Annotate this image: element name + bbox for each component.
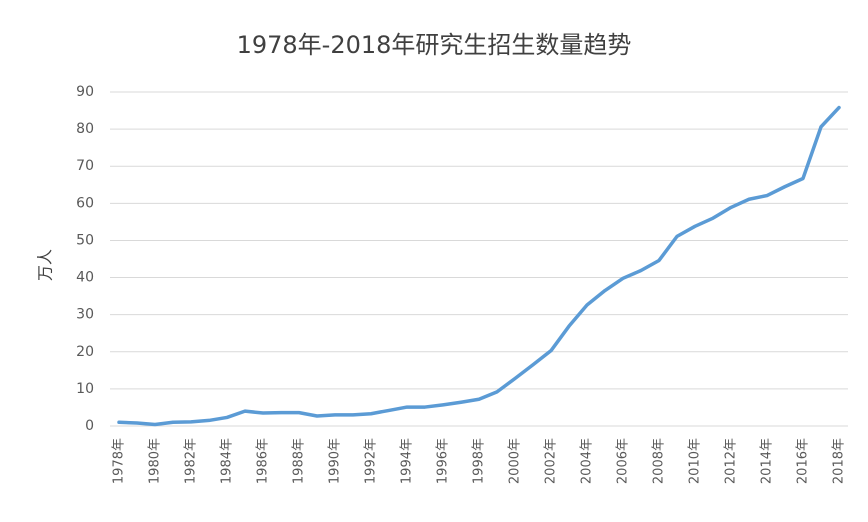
x-tick-label: 1982年	[184, 438, 199, 484]
x-tick-label: 2018年	[832, 438, 847, 484]
x-tick-label: 2012年	[724, 438, 739, 484]
x-tick-label: 1998年	[472, 438, 487, 484]
x-tick-label: 1990年	[328, 438, 343, 484]
x-tick-label: 1978年	[112, 438, 127, 484]
y-tick-label: 10	[76, 381, 94, 397]
y-tick-label: 80	[76, 121, 94, 137]
x-tick-label: 1996年	[436, 438, 451, 484]
y-tick-label: 90	[76, 84, 94, 100]
y-tick-label: 50	[76, 232, 94, 248]
x-tick-label: 2008年	[652, 438, 667, 484]
x-tick-label: 1980年	[148, 438, 163, 484]
data-line	[117, 105, 841, 427]
x-tick-label: 2016年	[796, 438, 811, 484]
x-tick-label: 1986年	[256, 438, 271, 484]
x-tick-label: 2006年	[616, 438, 631, 484]
x-tick-label: 1994年	[400, 438, 415, 484]
x-tick-label: 1988年	[292, 438, 307, 484]
chart-title: 1978年-2018年研究生招生数量趋势	[237, 31, 632, 59]
x-tick-label: 2004年	[580, 438, 595, 484]
x-tick-label: 1984年	[220, 438, 235, 484]
y-tick-label: 70	[76, 158, 94, 174]
y-tick-label: 20	[76, 344, 94, 360]
x-tick-label: 1992年	[364, 438, 379, 484]
x-tick-label: 2010年	[688, 438, 703, 484]
y-tick-label: 40	[76, 270, 94, 286]
y-axis-title: 万人	[36, 249, 55, 281]
y-tick-label: 0	[85, 418, 94, 434]
x-tick-label: 2000年	[508, 438, 523, 484]
x-tick-label: 2002年	[544, 438, 559, 484]
y-tick-label: 60	[76, 195, 94, 211]
y-tick-label: 30	[76, 307, 94, 323]
x-tick-label: 2014年	[760, 438, 775, 484]
